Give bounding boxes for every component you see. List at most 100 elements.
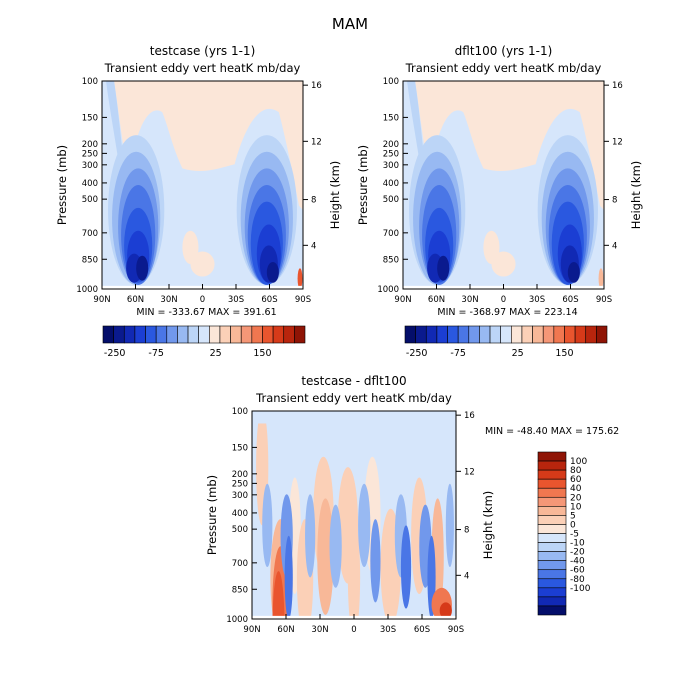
colorbar-swatch (283, 325, 295, 344)
colorbar-label: 25 (512, 348, 524, 359)
field-equator-positive (483, 230, 500, 265)
x-tick-label: 0 (200, 295, 205, 305)
x-tick-label: 60S (414, 625, 430, 635)
x-tick-label: 90S (596, 295, 612, 305)
y2-tick-label: 16 (311, 81, 322, 91)
field-negative-streak (305, 494, 316, 578)
colorbar-label: -75 (450, 348, 466, 359)
y-tick-label: 100 (232, 407, 248, 417)
colorbar-swatch (532, 325, 544, 344)
x-tick-label: 0 (351, 625, 356, 635)
y-tick-label: 1000 (226, 615, 248, 625)
y2-tick-label: 8 (612, 196, 617, 206)
min-max-stats: MIN = -368.97 MAX = 223.14 (437, 307, 577, 318)
field-stratosphere-positive (114, 81, 303, 210)
chart-title: testcase (yrs 1-1) (150, 44, 256, 58)
x-tick-label: 90N (93, 295, 110, 305)
chart-subtitle: Transient eddy vert heatK mb/day (405, 61, 602, 75)
field-negative-streak (262, 483, 273, 567)
y-tick-label: 400 (383, 179, 399, 189)
y2-axis-label: Height (km) (629, 161, 643, 230)
colorbar-swatch (537, 533, 567, 543)
y-tick-label: 250 (383, 149, 399, 159)
colorbar-label: 80 (570, 466, 582, 476)
y2-tick-label: 12 (311, 137, 322, 147)
colorbar-swatch (123, 325, 136, 344)
x-tick-label: 90N (394, 295, 411, 305)
colorbar-swatch (511, 325, 523, 344)
chart-panel-1: testcase (yrs 1-1) Transient eddy vert he… (55, 44, 342, 359)
field-nh-cell (437, 255, 450, 281)
colorbar-label: 100 (570, 457, 587, 467)
y2-tick-label: 8 (464, 526, 469, 536)
colorbar-swatch (145, 325, 157, 344)
colorbar-swatch (479, 325, 491, 344)
colorbar-swatch (187, 325, 199, 344)
colorbar-swatch (447, 325, 459, 344)
colorbar-swatch (272, 325, 285, 344)
colorbar-label: 20 (570, 493, 582, 503)
colorbar-swatch (537, 451, 567, 462)
field-negative-streak (370, 519, 381, 603)
colorbar-label: -20 (570, 548, 585, 558)
y-tick-label: 850 (232, 585, 248, 595)
colorbar-swatch (537, 469, 567, 480)
x-tick-label: 60S (261, 295, 277, 305)
field-negative-streak (445, 483, 454, 567)
colorbar-swatch (542, 325, 555, 344)
colorbar-swatch (134, 325, 146, 344)
field-negative-streak (358, 483, 371, 567)
colorbar-swatch (537, 560, 567, 571)
colorbar-label: -10 (570, 539, 585, 549)
colorbar-swatch (596, 325, 608, 344)
colorbar-swatch (500, 325, 512, 344)
colorbar-swatch (415, 325, 427, 344)
colorbar-swatch (537, 587, 567, 598)
colorbar-label: 150 (253, 348, 271, 359)
x-tick-label: 30N (160, 295, 177, 305)
field-sh-cell (266, 261, 279, 283)
y-axis-label: Pressure (mb) (205, 475, 219, 555)
y-tick-label: 1000 (76, 285, 98, 295)
chart-panel-2: dflt100 (yrs 1-1) Transient eddy vert hea… (356, 44, 643, 359)
colorbar-swatch (262, 325, 274, 344)
field-equator-positive (182, 230, 199, 265)
field-polar-positive (598, 268, 604, 289)
colorbar-swatch (553, 325, 565, 344)
y-tick-label: 850 (82, 255, 98, 265)
colorbar-label: -80 (570, 575, 585, 585)
y-tick-label: 500 (82, 195, 98, 205)
colorbar: -250 -75 25 150 (404, 325, 608, 359)
colorbar-swatch (537, 460, 567, 471)
colorbar-swatch (537, 542, 567, 552)
page-title: MAM (332, 15, 368, 33)
y-axis-label: Pressure (mb) (356, 145, 370, 225)
colorbar-label: -40 (570, 557, 585, 567)
x-tick-label: 30N (461, 295, 478, 305)
colorbar-swatch (537, 506, 567, 516)
colorbar-swatch (240, 325, 253, 344)
x-tick-label: 90N (243, 625, 260, 635)
field-negative-streak (284, 535, 293, 619)
y2-tick-label: 4 (612, 241, 617, 251)
min-max-stats: MIN = -333.67 MAX = 391.61 (136, 307, 276, 318)
colorbar-label: 150 (555, 348, 573, 359)
colorbar-swatch (425, 325, 438, 344)
colorbar-label: 5 (570, 511, 576, 521)
colorbar-swatch (457, 325, 470, 344)
colorbar-swatch (537, 596, 567, 607)
field-top-band (252, 411, 456, 424)
colorbar-swatch (489, 325, 501, 344)
y2-tick-label: 16 (612, 81, 623, 91)
colorbar-swatch (294, 325, 306, 344)
chart-panel-3: testcase - dflt100 Transient eddy vert he… (205, 374, 619, 635)
colorbar-swatch (574, 325, 587, 344)
y-tick-label: 300 (232, 491, 248, 501)
colorbar-swatch (537, 496, 567, 507)
field-positive-streak (347, 519, 361, 619)
colorbar-label: 0 (570, 520, 576, 530)
y-tick-label: 250 (82, 149, 98, 159)
colorbar-swatch (537, 515, 567, 525)
colorbar-swatch (230, 325, 242, 344)
colorbar-swatch (436, 325, 448, 344)
